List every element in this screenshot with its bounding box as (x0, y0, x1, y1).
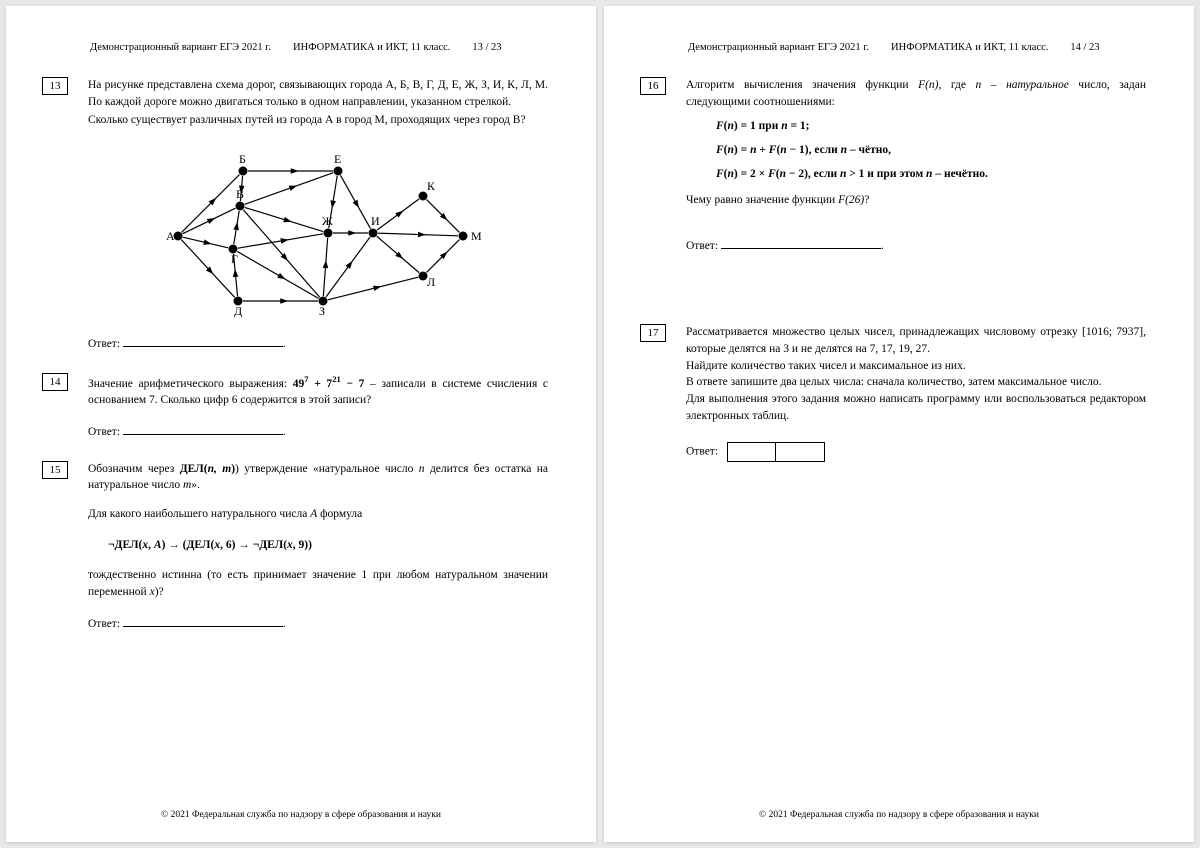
page-footer: © 2021 Федеральная служба по надзору в с… (6, 810, 596, 820)
answer-blank[interactable] (123, 615, 283, 627)
page-13: Демонстрационный вариант ЕГЭ 2021 г. ИНФ… (6, 6, 596, 842)
page-14: Демонстрационный вариант ЕГЭ 2021 г. ИНФ… (604, 6, 1194, 842)
answer-blank[interactable] (123, 423, 283, 435)
task-16: 16 Алгоритм вычисления значения функции … (640, 77, 1146, 254)
header-variant: Демонстрационный вариант ЕГЭ 2021 г. (90, 42, 271, 53)
task-text: На рисунке представлена схема дорог, свя… (88, 77, 548, 110)
task-text: Обозначим через ДЕЛ(n, m)) утверждение «… (88, 461, 548, 494)
header-subject: ИНФОРМАТИКА и ИКТ, 11 класс. (293, 42, 450, 53)
page-header-right: Демонстрационный вариант ЕГЭ 2021 г. ИНФ… (640, 42, 1146, 53)
answer-blank[interactable] (123, 335, 283, 347)
task-text: Для выполнения этого задания можно напис… (686, 391, 1146, 424)
answer-line: Ответ: . (88, 423, 548, 441)
task-body: Рассматривается множество целых чисел, п… (686, 324, 1146, 462)
task-number-box: 16 (640, 77, 666, 95)
svg-text:Е: Е (334, 152, 341, 166)
svg-text:А: А (166, 229, 175, 243)
task-body: Обозначим через ДЕЛ(n, m)) утверждение «… (88, 461, 548, 633)
page-header-left: Демонстрационный вариант ЕГЭ 2021 г. ИНФ… (42, 42, 548, 53)
task-body: На рисунке представлена схема дорог, свя… (88, 77, 548, 353)
function-formulas: F(n) = 1 при n = 1; F(n) = n + F(n − 1),… (716, 116, 1146, 186)
answer-label: Ответ: (686, 446, 718, 458)
task-text: Рассматривается множество целых чисел, п… (686, 324, 1146, 357)
task-number-box: 13 (42, 77, 68, 95)
task-text: тождественно истинна (то есть принимает … (88, 567, 548, 600)
task-14: 14 Значение арифметического выражения: 4… (42, 373, 548, 441)
answer-label: Ответ: (88, 618, 120, 630)
task-text: Значение арифметического выражения: (88, 378, 293, 390)
svg-text:В: В (236, 187, 244, 201)
task-number-box: 14 (42, 373, 68, 391)
answer-line: Ответ: . (686, 237, 1146, 255)
task-text: В ответе запишите два целых числа: снача… (686, 374, 1146, 391)
logic-formula: ¬ДЕЛ(x, A) → (ДЕЛ(x, 6) → ¬ДЕЛ(x, 9)) (108, 537, 548, 554)
task-text: Чему равно значение функции F(26)? (686, 192, 1146, 209)
svg-text:З: З (319, 304, 325, 318)
task-number-box: 17 (640, 324, 666, 342)
svg-text:Д: Д (234, 304, 242, 318)
svg-text:К: К (427, 179, 436, 193)
answer-line: Ответ: . (88, 335, 548, 353)
answer-label: Ответ: (686, 240, 718, 252)
svg-text:И: И (371, 214, 380, 228)
svg-text:Б: Б (239, 152, 246, 166)
svg-text:Ж: Ж (322, 214, 333, 228)
answer-label: Ответ: (88, 426, 120, 438)
task-body: Значение арифметического выражения: 497 … (88, 373, 548, 441)
header-pagenum: 14 / 23 (1070, 42, 1099, 53)
answer-line: Ответ: (686, 442, 1146, 462)
answer-line: Ответ: . (88, 615, 548, 633)
task-17: 17 Рассматривается множество целых чисел… (640, 324, 1146, 462)
header-variant: Демонстрационный вариант ЕГЭ 2021 г. (688, 42, 869, 53)
task-15: 15 Обозначим через ДЕЛ(n, m)) утверждени… (42, 461, 548, 633)
task-text: Для какого наибольшего натурального числ… (88, 506, 548, 523)
answer-label: Ответ: (88, 338, 120, 350)
svg-text:Л: Л (427, 275, 435, 289)
answer-table[interactable] (727, 442, 825, 462)
road-graph-diagram: А Б В Г Д Е Ж З И К Л М (148, 141, 488, 321)
header-subject: ИНФОРМАТИКА и ИКТ, 11 класс. (891, 42, 1048, 53)
task-text: Найдите количество таких чисел и максима… (686, 358, 1146, 375)
task-13: 13 На рисунке представлена схема дорог, … (42, 77, 548, 353)
task-text: Алгоритм вычисления значения функции F(n… (686, 77, 1146, 110)
page-footer: © 2021 Федеральная служба по надзору в с… (604, 810, 1194, 820)
svg-text:Г: Г (231, 252, 238, 266)
svg-text:М: М (471, 229, 482, 243)
answer-blank[interactable] (721, 237, 881, 249)
task-body: Алгоритм вычисления значения функции F(n… (686, 77, 1146, 254)
header-pagenum: 13 / 23 (472, 42, 501, 53)
arith-expression: 497 + 721 − 7 (293, 378, 365, 390)
task-text: Сколько существует различных путей из го… (88, 112, 548, 129)
task-number-box: 15 (42, 461, 68, 479)
